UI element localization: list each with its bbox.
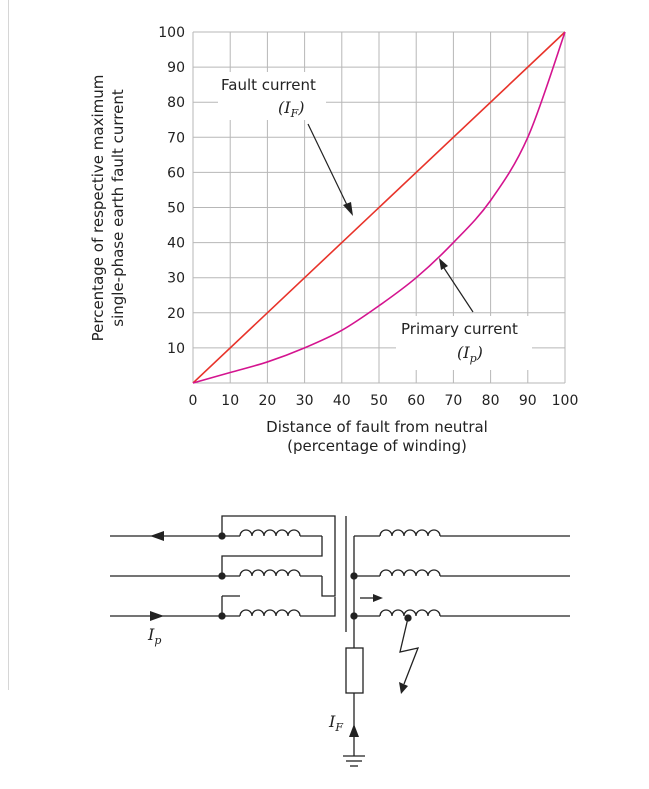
circuit-diagram (110, 515, 570, 767)
x-tick-label: 70 (444, 393, 462, 409)
junction-dot (218, 612, 226, 620)
primary-current-arrowhead (439, 258, 448, 270)
fault-current-label: Fault current (221, 76, 316, 94)
primary-current-label: Primary current (401, 320, 518, 338)
x-tick-label: 0 (189, 393, 198, 409)
delta-link-2 (221, 536, 323, 576)
y-axis-title-line1: Percentage of respective maximum (89, 75, 107, 342)
delta-link-1 (221, 515, 336, 597)
page-margin-rule (8, 0, 9, 690)
junction-dot (218, 532, 226, 540)
primary-windings (222, 529, 322, 617)
winding-coil (379, 609, 441, 617)
fault-current-symbol-diagram: IF (328, 712, 343, 734)
x-tick-label: 100 (552, 393, 579, 409)
secondary-windings (379, 529, 441, 617)
fault-current-annotation: Fault current (IF) (218, 72, 353, 216)
primary-current-arrow (443, 267, 474, 313)
x-tick-label: 20 (258, 393, 276, 409)
fault-current-arrow (307, 123, 348, 206)
junction-dot (350, 572, 358, 580)
y-tick-label: 90 (167, 60, 185, 76)
fault-current-arrowhead (343, 202, 353, 216)
x-tick-label: 10 (221, 393, 239, 409)
fault-current-line (192, 31, 566, 384)
junction-dot (350, 612, 358, 620)
x-tick-labels: 0 10 20 30 40 50 60 70 80 90 100 (189, 393, 579, 409)
y-axis-title-line2: single-phase earth fault current (109, 89, 127, 327)
y-tick-label: 60 (167, 165, 185, 181)
y-tick-label: 30 (167, 271, 185, 287)
x-tick-label: 50 (370, 393, 388, 409)
x-axis-title-line2: (percentage of winding) (287, 437, 467, 455)
winding-coil (379, 529, 441, 537)
fault-lightning-icon (399, 617, 420, 685)
arrow-left-icon (150, 531, 164, 541)
winding-coil (239, 609, 301, 617)
chart-series (192, 31, 566, 384)
delta-link-3b (322, 597, 336, 617)
y-tick-labels: 10 20 30 40 50 60 70 80 90 100 (158, 25, 185, 357)
y-tick-label: 80 (167, 95, 185, 111)
x-tick-label: 60 (407, 393, 425, 409)
arrow-up-icon (349, 724, 359, 737)
fault-current-symbol: (IF) (278, 98, 304, 120)
y-tick-label: 50 (167, 201, 185, 217)
primary-current-annotation: Primary current (Ip) (396, 258, 532, 370)
y-tick-label: 70 (167, 130, 185, 146)
fault-arrowhead (399, 682, 408, 694)
annotation-backdrop (396, 316, 532, 370)
winding-coil (239, 569, 301, 577)
x-tick-label: 30 (296, 393, 314, 409)
x-axis-title-line1: Distance of fault from neutral (266, 418, 488, 436)
primary-current-curve (192, 31, 566, 384)
arrow-right-icon (150, 611, 164, 621)
junction-dot (218, 572, 226, 580)
chart: 0 10 20 30 40 50 60 70 80 90 100 10 20 30 40 50 60 70 80 9… (89, 25, 578, 455)
primary-current-symbol: (Ip) (457, 343, 483, 365)
earthing-resistor (345, 647, 364, 694)
x-tick-label: 80 (482, 393, 500, 409)
y-tick-label: 20 (167, 306, 185, 322)
y-tick-label: 10 (167, 341, 185, 357)
x-tick-label: 40 (333, 393, 351, 409)
x-tick-label: 90 (519, 393, 537, 409)
chart-grid (192, 31, 566, 384)
arrow-right-icon (373, 594, 383, 602)
annotation-backdrop (218, 72, 326, 120)
y-tick-label: 100 (158, 25, 185, 41)
winding-coil (379, 569, 441, 577)
primary-current-symbol-diagram: Ip (147, 625, 161, 647)
y-tick-label: 40 (167, 236, 185, 252)
winding-coil (239, 529, 301, 537)
